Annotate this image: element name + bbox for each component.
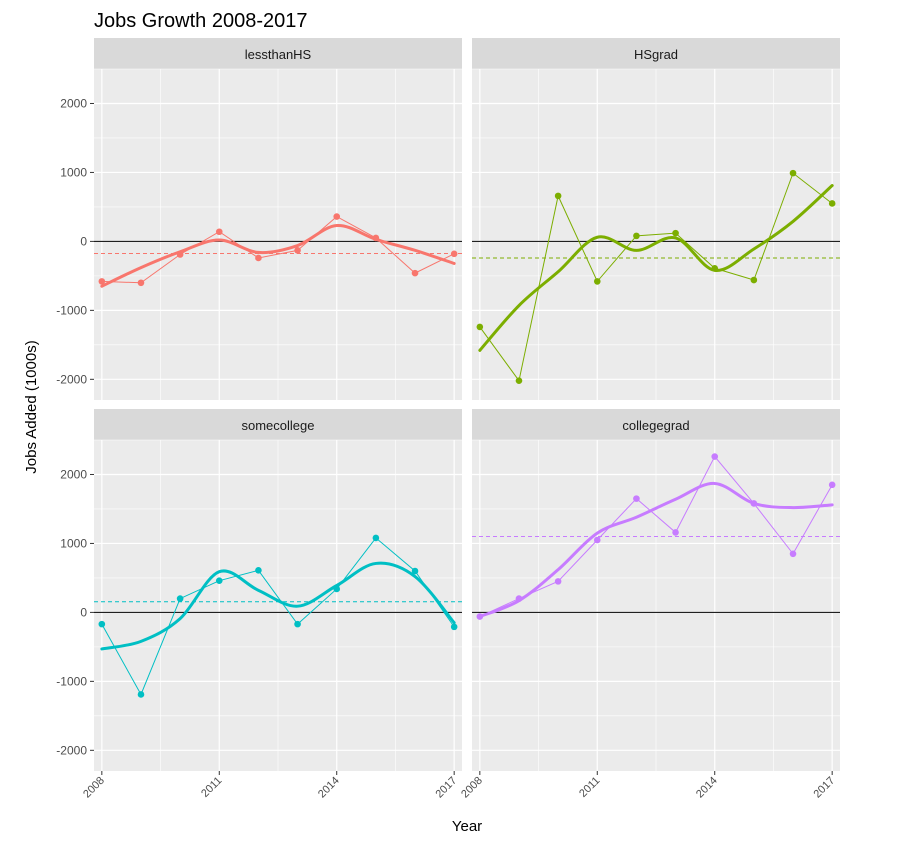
- data-point: [672, 229, 679, 237]
- x-tick-label: 2011: [577, 775, 602, 800]
- data-point: [137, 279, 145, 287]
- data-point: [411, 269, 419, 277]
- panels-layer: lessthanHS HSgrad somecollege collegegrad: [94, 38, 840, 771]
- series-line: [101, 215, 455, 284]
- y-tick-label: -1000: [56, 303, 87, 317]
- x-tick-label: 2014: [316, 775, 342, 801]
- x-tick-label: 2011: [199, 775, 224, 800]
- series-line: [101, 537, 455, 696]
- data-point: [554, 578, 562, 585]
- data-point: [633, 495, 640, 502]
- data-point: [593, 278, 601, 285]
- facet-strip: [472, 409, 840, 440]
- data-point: [515, 595, 523, 602]
- facet-panel: HSgrad: [472, 38, 840, 400]
- facet-panel: collegegrad: [472, 409, 840, 771]
- facet-strip-label: collegegrad: [622, 418, 689, 433]
- facet-strip-label: lessthanHS: [245, 47, 312, 62]
- data-point: [554, 192, 562, 200]
- data-point: [255, 254, 262, 262]
- data-point: [294, 620, 301, 628]
- y-tick-label: -1000: [56, 674, 87, 688]
- x-tick-label: 2017: [811, 775, 837, 801]
- data-point: [828, 200, 836, 207]
- x-tick-label: 2008: [81, 775, 107, 801]
- series-line: [479, 455, 833, 617]
- data-point: [476, 323, 484, 331]
- x-tick-label: 2017: [433, 775, 459, 801]
- y-axis-ticks: -2000 -1000 0 1000 2000 -2000 -1000 0 1000 2000: [56, 96, 94, 757]
- y-tick-label: 0: [80, 605, 87, 619]
- facet-strip: [472, 38, 840, 69]
- chart-title: Jobs Growth 2008-2017: [94, 10, 307, 32]
- data-point: [98, 278, 106, 285]
- x-tick-label: 2008: [459, 775, 485, 801]
- facet-strip: [94, 409, 462, 440]
- data-point: [333, 213, 341, 220]
- y-tick-label: 1000: [60, 536, 87, 550]
- data-point: [411, 567, 419, 575]
- data-point: [711, 264, 719, 272]
- y-tick-label: -2000: [56, 372, 87, 386]
- y-axis-title: Jobs Added (1000s): [23, 340, 40, 473]
- data-point: [750, 276, 758, 284]
- series-line: [479, 172, 833, 382]
- data-point: [476, 613, 484, 620]
- x-axis-ticks: 2008 2011 2014 2017 2008 2011 2014 2017: [81, 771, 837, 800]
- data-point: [176, 251, 184, 258]
- data-point: [98, 620, 106, 628]
- data-point: [294, 247, 301, 254]
- y-tick-label: 2000: [60, 96, 87, 110]
- facet-panel: lessthanHS: [94, 38, 462, 400]
- data-point: [255, 567, 262, 574]
- facet-strip-label: somecollege: [242, 418, 315, 433]
- data-point: [789, 550, 797, 558]
- x-tick-label: 2014: [694, 775, 720, 801]
- facet-panel: somecollege: [94, 409, 462, 771]
- data-point: [633, 232, 640, 240]
- data-point: [828, 481, 836, 489]
- data-point: [372, 234, 380, 242]
- smooth-trend-line: [100, 224, 456, 288]
- data-point: [450, 623, 458, 631]
- facet-strip-label: HSgrad: [634, 47, 678, 62]
- y-tick-label: 1000: [60, 165, 87, 179]
- data-point: [333, 585, 341, 593]
- data-point: [750, 500, 758, 507]
- data-point: [593, 536, 601, 544]
- data-point: [215, 228, 223, 236]
- smooth-trend-line: [100, 561, 456, 651]
- data-point: [372, 534, 380, 542]
- smooth-trend-line: [478, 481, 834, 619]
- data-point: [789, 169, 797, 177]
- x-axis-title: Year: [452, 818, 482, 835]
- data-point: [711, 453, 719, 460]
- data-point: [450, 250, 458, 258]
- data-point: [515, 377, 523, 384]
- data-point: [215, 577, 223, 584]
- data-point: [137, 691, 145, 698]
- data-point: [672, 529, 679, 536]
- facet-strip: [94, 38, 462, 69]
- y-tick-label: 0: [80, 234, 87, 248]
- y-tick-label: -2000: [56, 743, 87, 757]
- y-tick-label: 2000: [60, 467, 87, 481]
- data-point: [176, 595, 184, 602]
